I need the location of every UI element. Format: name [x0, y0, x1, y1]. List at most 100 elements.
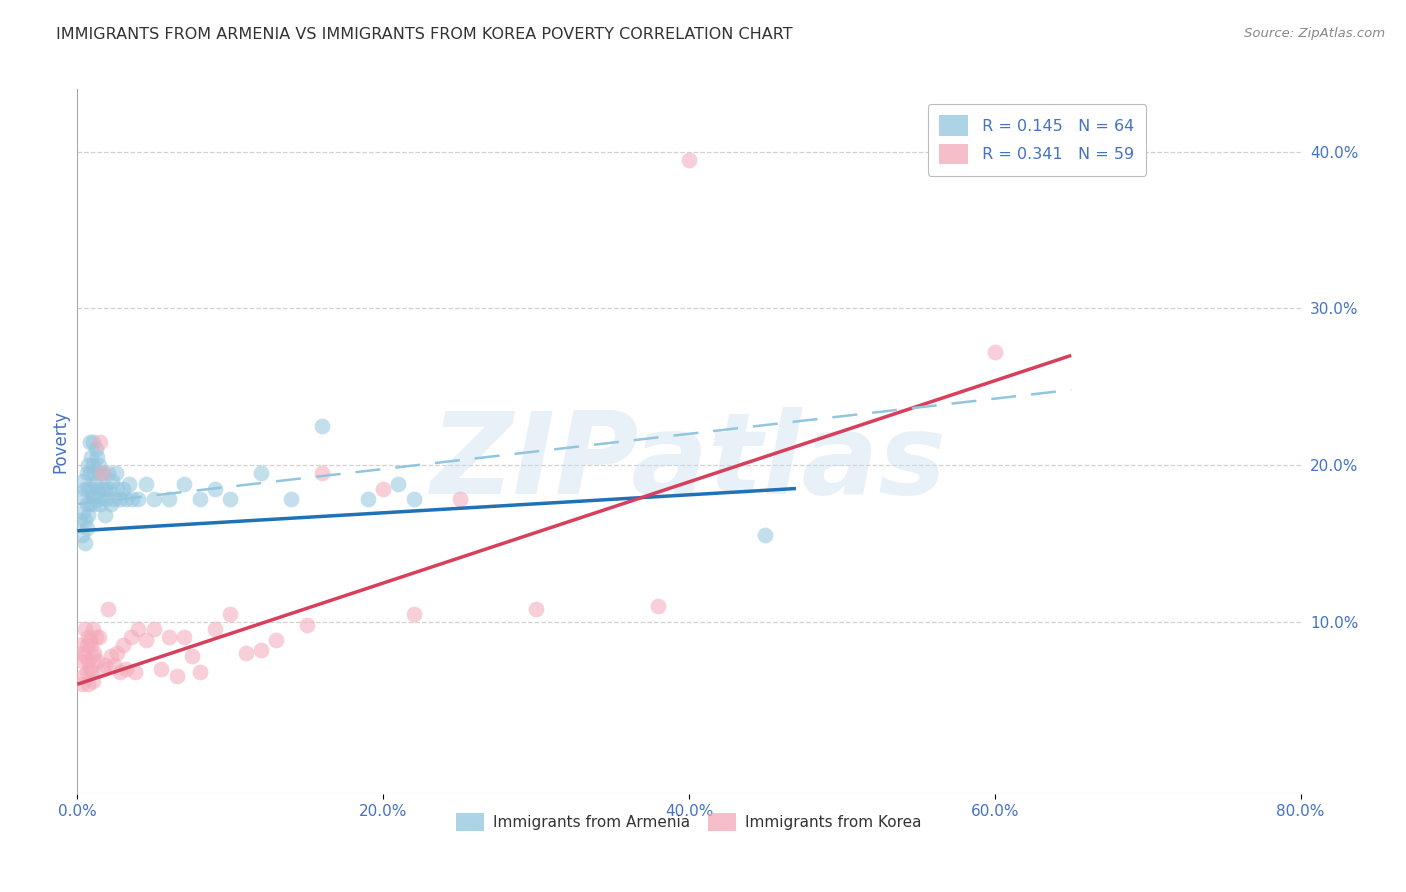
- Point: [371, 482, 394, 496]
- Point: [90, 466, 112, 480]
- Point: [387, 476, 409, 491]
- Point: [91, 466, 114, 480]
- Point: [524, 602, 547, 616]
- Point: [108, 665, 131, 679]
- Point: [124, 665, 146, 679]
- Point: [77, 508, 100, 523]
- Point: [97, 466, 120, 480]
- Point: [80, 482, 103, 496]
- Point: [73, 623, 96, 637]
- Point: [100, 649, 122, 664]
- Point: [264, 633, 287, 648]
- Point: [150, 662, 173, 676]
- Point: [108, 492, 131, 507]
- Point: [73, 513, 96, 527]
- Point: [84, 476, 107, 491]
- Point: [204, 623, 226, 637]
- Point: [115, 662, 138, 676]
- Point: [89, 497, 111, 511]
- Legend: Immigrants from Armenia, Immigrants from Korea: Immigrants from Armenia, Immigrants from…: [450, 807, 928, 837]
- Y-axis label: Poverty: Poverty: [51, 410, 69, 473]
- Point: [135, 633, 157, 648]
- Point: [76, 521, 98, 535]
- Point: [76, 497, 98, 511]
- Point: [166, 669, 188, 683]
- Text: Source: ZipAtlas.com: Source: ZipAtlas.com: [1244, 27, 1385, 40]
- Point: [94, 482, 117, 496]
- Point: [157, 630, 180, 644]
- Point: [219, 492, 242, 507]
- Point: [188, 492, 211, 507]
- Point: [84, 630, 107, 644]
- Point: [105, 482, 128, 496]
- Point: [103, 492, 125, 507]
- Point: [80, 638, 103, 652]
- Point: [73, 536, 96, 550]
- Point: [70, 489, 93, 503]
- Point: [121, 492, 143, 507]
- Point: [82, 458, 104, 472]
- Point: [250, 466, 273, 480]
- Point: [76, 638, 98, 652]
- Point: [357, 492, 380, 507]
- Point: [80, 665, 103, 679]
- Point: [86, 482, 108, 496]
- Point: [984, 345, 1007, 359]
- Point: [86, 654, 108, 668]
- Point: [70, 677, 93, 691]
- Point: [142, 623, 165, 637]
- Point: [82, 489, 104, 503]
- Point: [84, 442, 107, 457]
- Point: [83, 646, 105, 660]
- Point: [72, 505, 94, 519]
- Point: [83, 466, 105, 480]
- Point: [72, 646, 94, 660]
- Text: ZIPatlas: ZIPatlas: [430, 407, 948, 518]
- Point: [79, 662, 101, 676]
- Point: [120, 630, 142, 644]
- Point: [449, 492, 471, 507]
- Point: [76, 466, 98, 480]
- Point: [104, 466, 127, 480]
- Point: [69, 513, 91, 527]
- Point: [79, 497, 101, 511]
- Point: [127, 623, 149, 637]
- Point: [94, 658, 117, 673]
- Point: [402, 607, 425, 621]
- Point: [678, 153, 700, 167]
- Point: [79, 466, 101, 480]
- Point: [91, 662, 114, 676]
- Point: [77, 458, 100, 472]
- Point: [73, 482, 96, 496]
- Point: [69, 638, 91, 652]
- Point: [79, 434, 101, 449]
- Point: [89, 434, 111, 449]
- Point: [73, 649, 96, 664]
- Point: [142, 492, 165, 507]
- Point: [112, 638, 135, 652]
- Point: [311, 466, 333, 480]
- Point: [295, 617, 318, 632]
- Point: [135, 476, 157, 491]
- Point: [83, 497, 105, 511]
- Point: [86, 450, 108, 465]
- Point: [118, 476, 141, 491]
- Point: [70, 528, 93, 542]
- Text: IMMIGRANTS FROM ARMENIA VS IMMIGRANTS FROM KOREA POVERTY CORRELATION CHART: IMMIGRANTS FROM ARMENIA VS IMMIGRANTS FR…: [56, 27, 793, 42]
- Point: [79, 633, 101, 648]
- Point: [402, 492, 425, 507]
- Point: [87, 458, 110, 472]
- Point: [77, 482, 100, 496]
- Point: [89, 466, 111, 480]
- Point: [82, 623, 104, 637]
- Point: [181, 649, 204, 664]
- Point: [173, 476, 195, 491]
- Point: [87, 492, 110, 507]
- Point: [87, 630, 110, 644]
- Point: [173, 630, 195, 644]
- Point: [250, 642, 273, 657]
- Point: [157, 492, 180, 507]
- Point: [188, 665, 211, 679]
- Point: [754, 528, 776, 542]
- Point: [96, 492, 118, 507]
